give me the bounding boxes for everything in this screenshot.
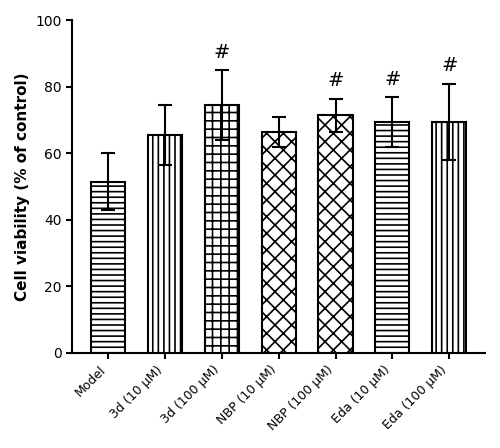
Bar xyxy=(318,115,352,353)
Bar xyxy=(376,122,410,353)
Bar xyxy=(148,135,182,353)
Text: #: # xyxy=(214,43,230,62)
Text: #: # xyxy=(441,56,458,75)
Text: #: # xyxy=(384,69,400,89)
Bar xyxy=(262,132,296,353)
Bar xyxy=(432,122,466,353)
Y-axis label: Cell viability (% of control): Cell viability (% of control) xyxy=(15,73,30,301)
Text: #: # xyxy=(328,71,344,90)
Bar xyxy=(91,181,125,353)
Bar xyxy=(205,105,239,353)
